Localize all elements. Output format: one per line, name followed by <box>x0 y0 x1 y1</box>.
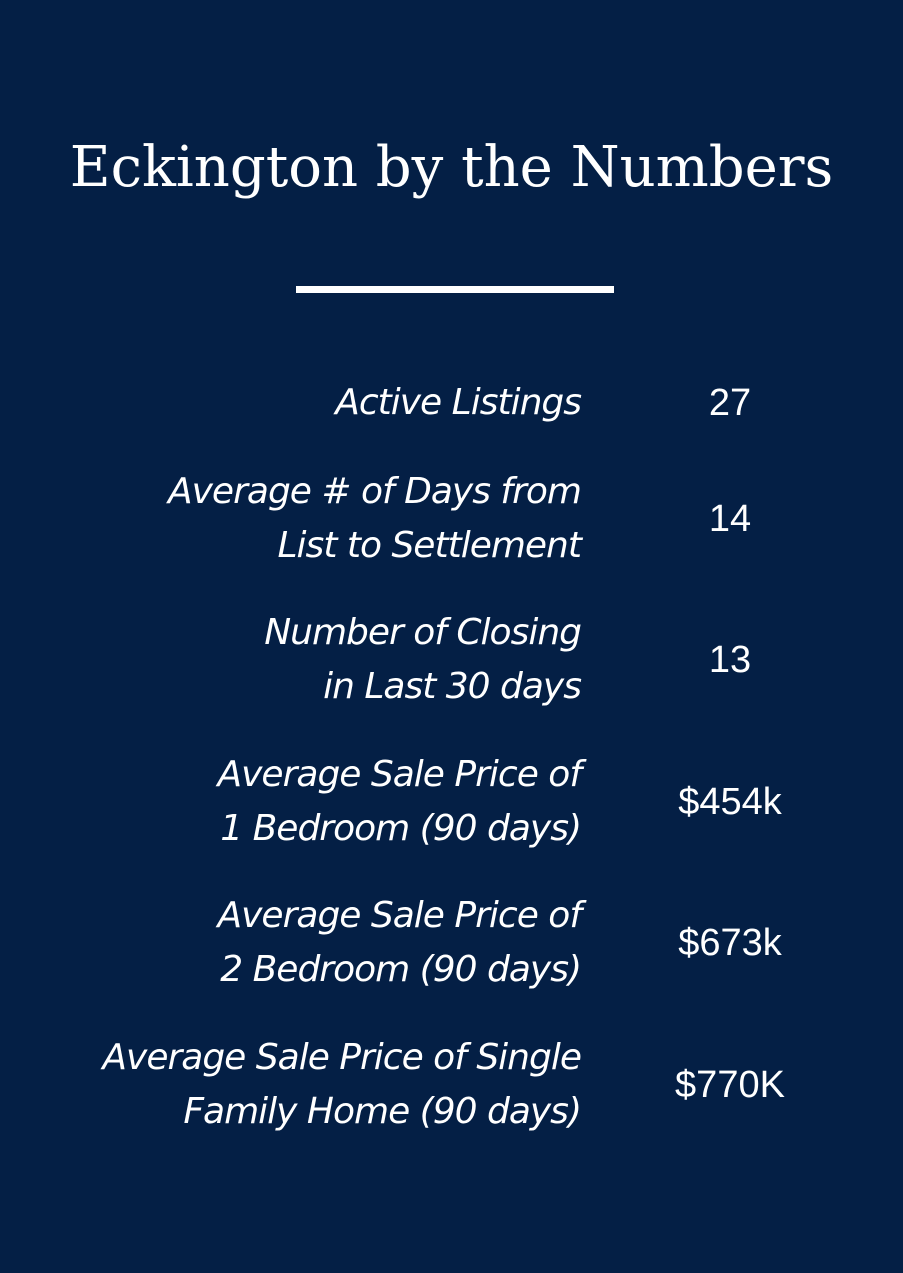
stat-value: 14 <box>708 498 752 540</box>
stat-value: 27 <box>708 382 752 424</box>
stat-value: $770K <box>675 1064 785 1106</box>
stat-label: Average Sale Price of Single Family Home… <box>61 1031 582 1139</box>
stat-label-line: Family Home (90 days) <box>183 1091 582 1132</box>
page-title: Eckington by the Numbers <box>69 135 834 200</box>
stat-label: Active Listings <box>61 376 582 430</box>
title-divider <box>296 286 614 293</box>
stat-label-line: Average Sale Price of <box>217 895 583 936</box>
stat-value: 13 <box>708 639 752 681</box>
stat-label-line: Number of Closing <box>264 612 582 653</box>
stat-label-line: Average Sale Price of <box>217 754 583 795</box>
stat-value: $454k <box>678 781 782 823</box>
stat-label-line: List to Settlement <box>277 525 583 566</box>
stat-label-line: in Last 30 days <box>323 666 582 707</box>
stat-label: Average Sale Price of 1 Bedroom (90 days… <box>61 748 583 856</box>
stat-value: $673k <box>678 922 782 964</box>
stat-label: Average # of Days from List to Settlemen… <box>61 465 583 573</box>
stat-label: Number of Closing in Last 30 days <box>61 606 582 714</box>
stat-label-line: 2 Bedroom (90 days) <box>220 949 582 990</box>
stat-label-line: Average # of Days from <box>168 471 582 512</box>
stat-label-line: 1 Bedroom (90 days) <box>220 808 582 849</box>
stat-label-line: Average Sale Price of Single <box>102 1037 582 1078</box>
stat-label-line: Active Listings <box>335 382 582 423</box>
stat-label: Average Sale Price of 2 Bedroom (90 days… <box>61 889 583 997</box>
